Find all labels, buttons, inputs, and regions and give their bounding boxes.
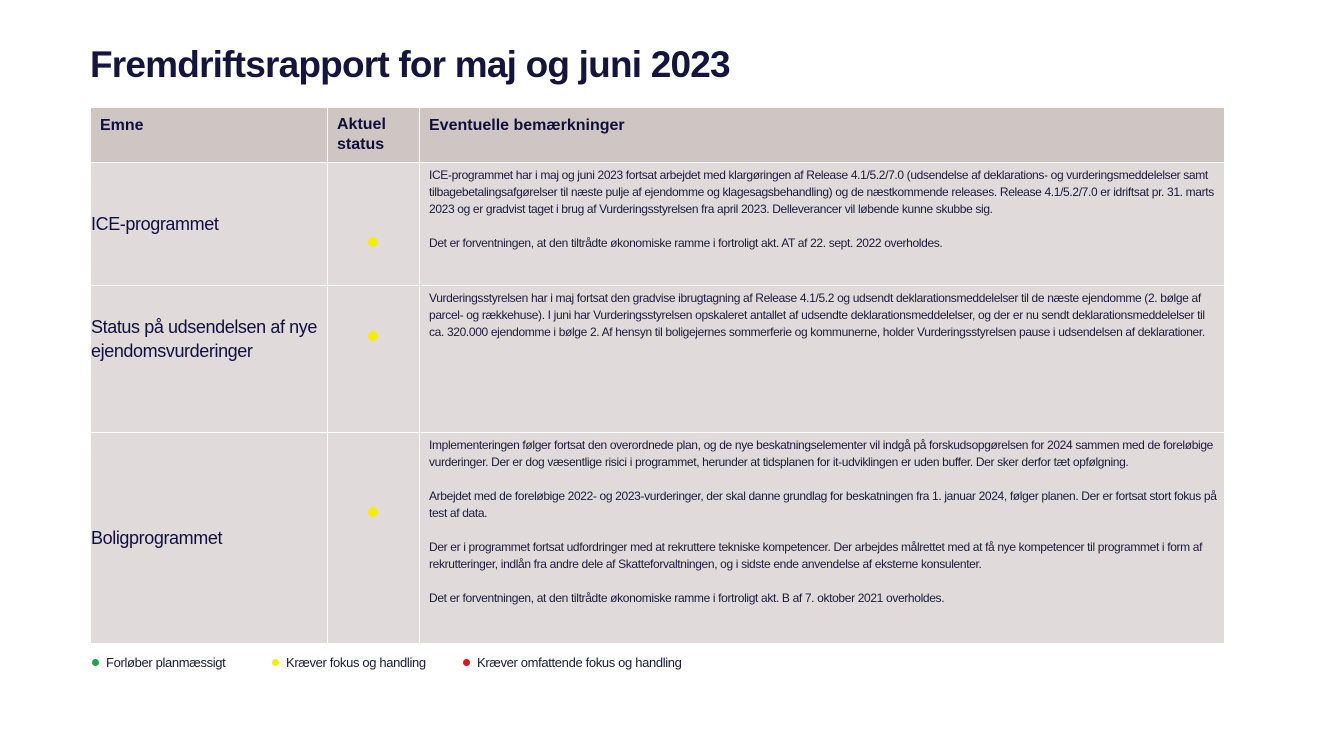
page-title: Fremdriftsrapport for maj og juni 2023 — [90, 44, 731, 85]
header-status-label: Aktuel status — [337, 116, 386, 153]
header-remarks: Eventuelle bemærkninger — [419, 107, 1225, 163]
remark-paragraph: Det er forventningen, at den tiltrådte ø… — [429, 591, 945, 605]
header-status: Aktuel status — [327, 107, 420, 163]
row-status — [327, 432, 420, 644]
remark-paragraph: Implementeringen følger fortsat den over… — [429, 438, 1213, 469]
remark-paragraph: ICE-programmet har i maj og juni 2023 fo… — [429, 168, 1214, 216]
green-dot-icon — [92, 659, 99, 666]
table-row: ICE-programmet ICE-programmet har i maj … — [90, 162, 1225, 286]
row-remarks: Vurderingsstyrelsen har i maj fortsat de… — [419, 285, 1225, 433]
legend-item-yellow: Kræver fokus og handling — [270, 655, 461, 670]
row-status — [327, 162, 420, 286]
status-legend: Forløber planmæssigt Kræver fokus og han… — [90, 655, 682, 670]
row-subject: Status på udsendelsen af nye ejendomsvur… — [90, 285, 328, 433]
table-row: Boligprogrammet Implementeringen følger … — [90, 432, 1225, 644]
red-dot-icon — [463, 659, 470, 666]
legend-label: Kræver omfattende fokus og handling — [477, 655, 682, 670]
header-remarks-label: Eventuelle bemærkninger — [429, 117, 625, 134]
row-remarks: Implementeringen følger fortsat den over… — [419, 432, 1225, 644]
yellow-dot-icon — [272, 659, 279, 666]
remark-paragraph: Arbejdet med de foreløbige 2022- og 2023… — [429, 489, 1217, 520]
status-dot-icon — [368, 237, 378, 247]
header-emne-label: Emne — [100, 117, 144, 134]
legend-item-red: Kræver omfattende fokus og handling — [461, 655, 682, 670]
row-remarks: ICE-programmet har i maj og juni 2023 fo… — [419, 162, 1225, 286]
row-subject: ICE-programmet — [90, 162, 328, 286]
table-row: Status på udsendelsen af nye ejendomsvur… — [90, 285, 1225, 433]
progress-table: Emne Aktuel status Eventuelle bemærkninge… — [90, 107, 1225, 644]
header-emne: Emne — [90, 107, 328, 163]
row-status — [327, 285, 420, 433]
remark-paragraph: Det er forventningen, at den tiltrådte ø… — [429, 236, 943, 250]
legend-label: Kræver fokus og handling — [286, 655, 426, 670]
legend-label: Forløber planmæssigt — [106, 655, 226, 670]
legend-item-green: Forløber planmæssigt — [90, 655, 270, 670]
row-subject: Boligprogrammet — [90, 432, 328, 644]
remark-paragraph: Vurderingsstyrelsen har i maj fortsat de… — [429, 291, 1205, 339]
table-header-row: Emne Aktuel status Eventuelle bemærkninge… — [90, 107, 1225, 163]
remark-paragraph: Der er i programmet fortsat udfordringer… — [429, 540, 1203, 571]
status-dot-icon — [368, 331, 378, 341]
status-dot-icon — [368, 507, 378, 517]
